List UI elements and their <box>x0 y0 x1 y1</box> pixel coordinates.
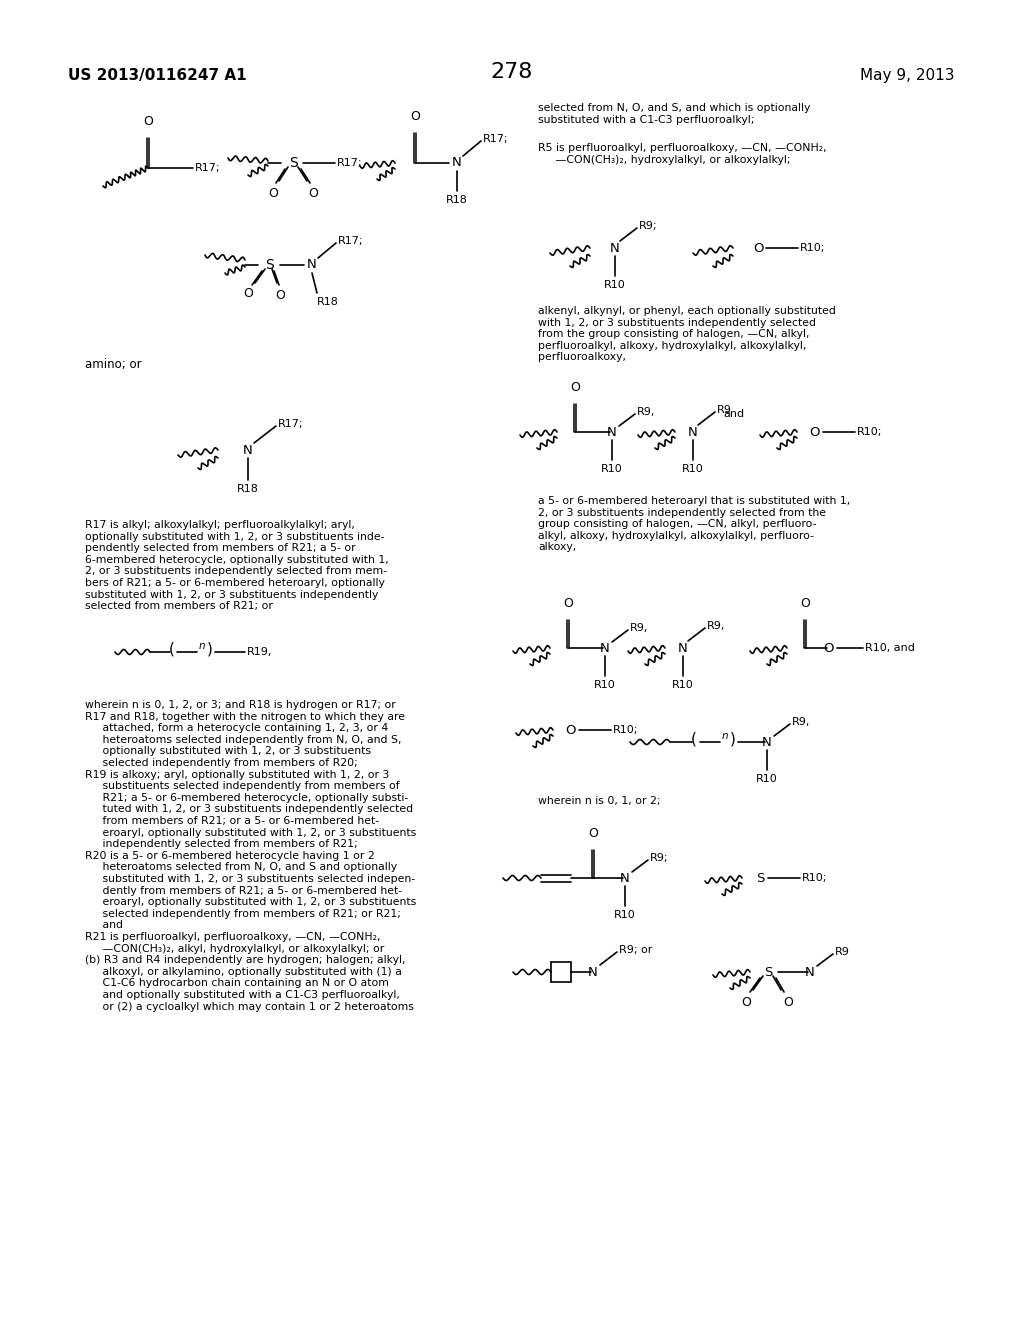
Text: n: n <box>199 642 206 651</box>
Text: N: N <box>678 642 688 655</box>
Text: R17;: R17; <box>337 158 362 168</box>
Text: S: S <box>756 871 764 884</box>
Text: R17;: R17; <box>338 236 364 246</box>
Text: R18: R18 <box>317 297 339 308</box>
Text: R10, and: R10, and <box>865 643 914 653</box>
Text: wherein n is 0, 1, 2, or 3; and R18 is hydrogen or R17; or
R17 and R18, together: wherein n is 0, 1, 2, or 3; and R18 is h… <box>85 700 416 1011</box>
Text: R10: R10 <box>601 465 623 474</box>
Text: S: S <box>764 965 772 978</box>
Text: O: O <box>570 381 580 393</box>
Text: O: O <box>810 425 820 438</box>
Text: R10: R10 <box>614 909 636 920</box>
Text: N: N <box>600 642 610 655</box>
Text: O: O <box>588 828 598 840</box>
Text: O: O <box>563 597 573 610</box>
Text: N: N <box>621 871 630 884</box>
Text: alkenyl, alkynyl, or phenyl, each optionally substituted
with 1, 2, or 3 substit: alkenyl, alkynyl, or phenyl, each option… <box>538 306 836 363</box>
Text: O: O <box>753 242 763 255</box>
Text: R18: R18 <box>446 195 468 205</box>
Text: selected from N, O, and S, and which is optionally
substituted with a C1-C3 perf: selected from N, O, and S, and which is … <box>538 103 810 124</box>
Text: 278: 278 <box>490 62 534 82</box>
Text: O: O <box>741 997 751 1008</box>
Text: O: O <box>823 642 835 655</box>
Text: ): ) <box>207 642 213 656</box>
Text: R17;: R17; <box>278 418 303 429</box>
Text: N: N <box>607 425 616 438</box>
Text: (: ( <box>691 731 697 747</box>
Text: R10;: R10; <box>802 873 827 883</box>
Text: R10: R10 <box>594 680 615 690</box>
Text: US 2013/0116247 A1: US 2013/0116247 A1 <box>68 69 247 83</box>
Text: O: O <box>308 187 317 201</box>
Text: wherein n is 0, 1, or 2;: wherein n is 0, 1, or 2; <box>538 796 660 807</box>
Text: N: N <box>805 965 815 978</box>
Text: O: O <box>275 289 285 302</box>
Text: R10: R10 <box>756 774 778 784</box>
Text: R10;: R10; <box>613 725 638 735</box>
Text: R9,: R9, <box>707 620 725 631</box>
Text: N: N <box>588 965 598 978</box>
Text: O: O <box>565 723 577 737</box>
Text: N: N <box>243 444 253 457</box>
Text: R5 is perfluoroalkyl, perfluoroalkoxy, —CN, —CONH₂,
     —CON(CH₃)₂, hydroxylalk: R5 is perfluoroalkyl, perfluoroalkoxy, —… <box>538 143 826 165</box>
Text: and: and <box>723 409 744 418</box>
Text: R9: R9 <box>835 946 850 957</box>
Text: R9,: R9, <box>792 717 810 727</box>
Text: O: O <box>783 997 793 1008</box>
Text: R10;: R10; <box>800 243 825 253</box>
Text: S: S <box>265 257 274 272</box>
Text: O: O <box>800 597 810 610</box>
Text: R9: R9 <box>717 405 732 414</box>
Text: N: N <box>610 242 620 255</box>
Text: ): ) <box>730 731 736 747</box>
Text: a 5- or 6-membered heteroaryl that is substituted with 1,
2, or 3 substituents i: a 5- or 6-membered heteroaryl that is su… <box>538 496 850 552</box>
Text: R10;: R10; <box>857 426 883 437</box>
Text: R10: R10 <box>682 465 703 474</box>
Text: N: N <box>762 735 772 748</box>
Text: O: O <box>410 110 420 123</box>
Text: R17 is alkyl; alkoxylalkyl; perfluoroalkylalkyl; aryl,
optionally substituted wi: R17 is alkyl; alkoxylalkyl; perfluoroalk… <box>85 520 389 611</box>
Text: R10: R10 <box>604 280 626 290</box>
Text: R17;: R17; <box>195 162 220 173</box>
Text: N: N <box>453 157 462 169</box>
Text: O: O <box>268 187 278 201</box>
Text: R9;: R9; <box>650 853 669 863</box>
Text: O: O <box>143 115 153 128</box>
Text: R9;: R9; <box>639 220 657 231</box>
Text: N: N <box>688 425 698 438</box>
Text: R19,: R19, <box>247 647 272 657</box>
Text: amino; or: amino; or <box>85 358 141 371</box>
Text: O: O <box>243 286 253 300</box>
Text: R9,: R9, <box>637 407 655 417</box>
Text: S: S <box>289 156 297 170</box>
Text: (: ( <box>169 642 175 656</box>
Text: n: n <box>722 731 729 741</box>
Text: N: N <box>307 259 316 272</box>
Text: R9,: R9, <box>630 623 648 634</box>
Text: R10: R10 <box>672 680 694 690</box>
Text: May 9, 2013: May 9, 2013 <box>860 69 955 83</box>
Text: R17;: R17; <box>483 135 509 144</box>
Text: R9; or: R9; or <box>618 945 652 954</box>
Text: R18: R18 <box>238 484 259 494</box>
